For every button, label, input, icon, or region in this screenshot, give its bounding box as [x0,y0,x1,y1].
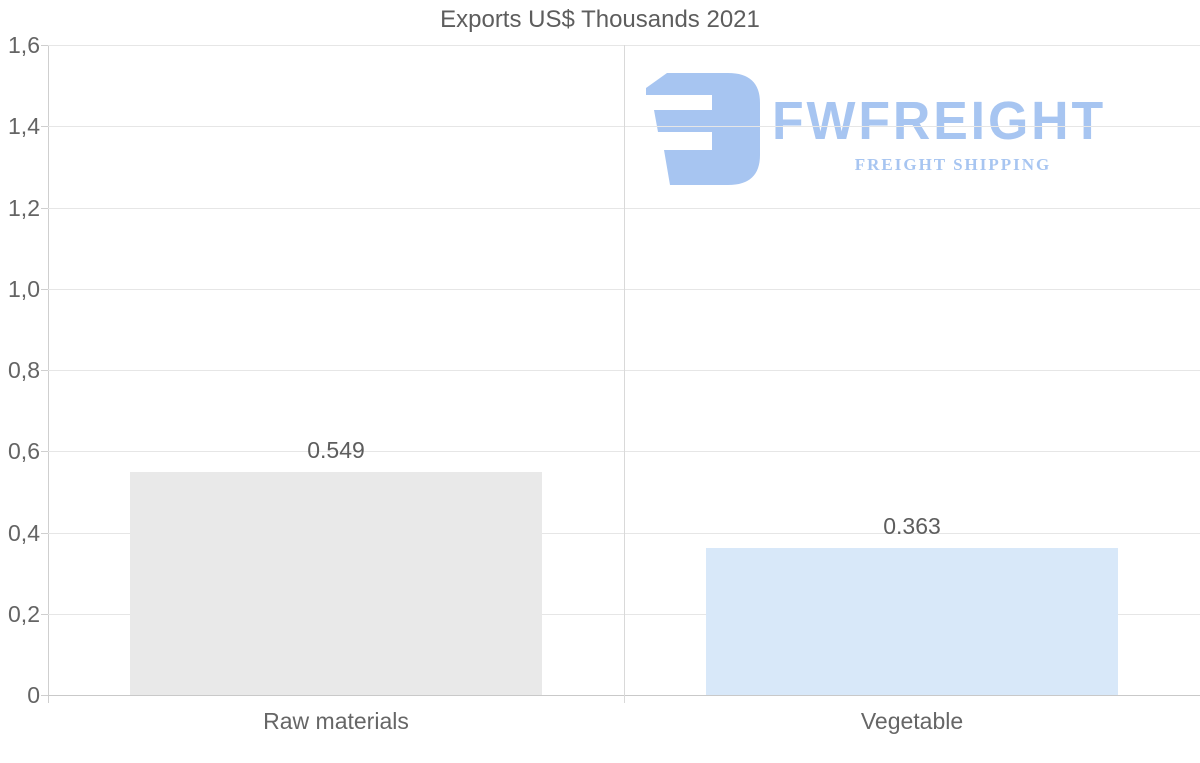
bar-vegetable[interactable] [706,548,1118,695]
y-axis-label: 0 [27,682,40,708]
y-axis-label: 1,4 [8,113,40,139]
plot-area: 0 0,2 0,4 0,6 0,8 1,0 1,2 1,4 1,6 0.549 Raw materi… [8,32,1200,734]
bar-value-label: 0.549 [307,437,365,463]
brand-name: FWFREIGHT [772,91,1107,151]
y-axis-tick [41,370,48,371]
y-axis-tick [41,289,48,290]
y-axis-tick [41,208,48,209]
y-axis-tick [41,695,48,696]
bar-raw-materials[interactable] [130,472,542,695]
y-axis-tick [41,533,48,534]
y-axis-label: 1,2 [8,195,40,221]
y-axis-tick [41,451,48,452]
y-axis-label: 0,4 [8,520,40,546]
y-axis-tick [41,126,48,127]
bar-value-label: 0.363 [883,513,941,539]
category-divider [624,45,625,703]
y-axis-label: 0,6 [8,438,40,464]
y-axis-label: 0,2 [8,601,40,627]
x-axis-label: Vegetable [860,708,964,734]
y-axis-line [48,45,49,703]
y-axis-label: 1,6 [8,32,40,58]
chart-title: Exports US$ Thousands 2021 [440,6,760,33]
y-axis-label: 1,0 [8,276,40,302]
y-axis-tick [41,45,48,46]
y-axis-label: 0,8 [8,357,40,383]
brand-tagline: FREIGHT SHIPPING [854,155,1052,174]
x-axis-label: Raw materials [263,708,409,734]
fwfreight-logo-icon [646,73,760,185]
y-axis-tick [41,614,48,615]
